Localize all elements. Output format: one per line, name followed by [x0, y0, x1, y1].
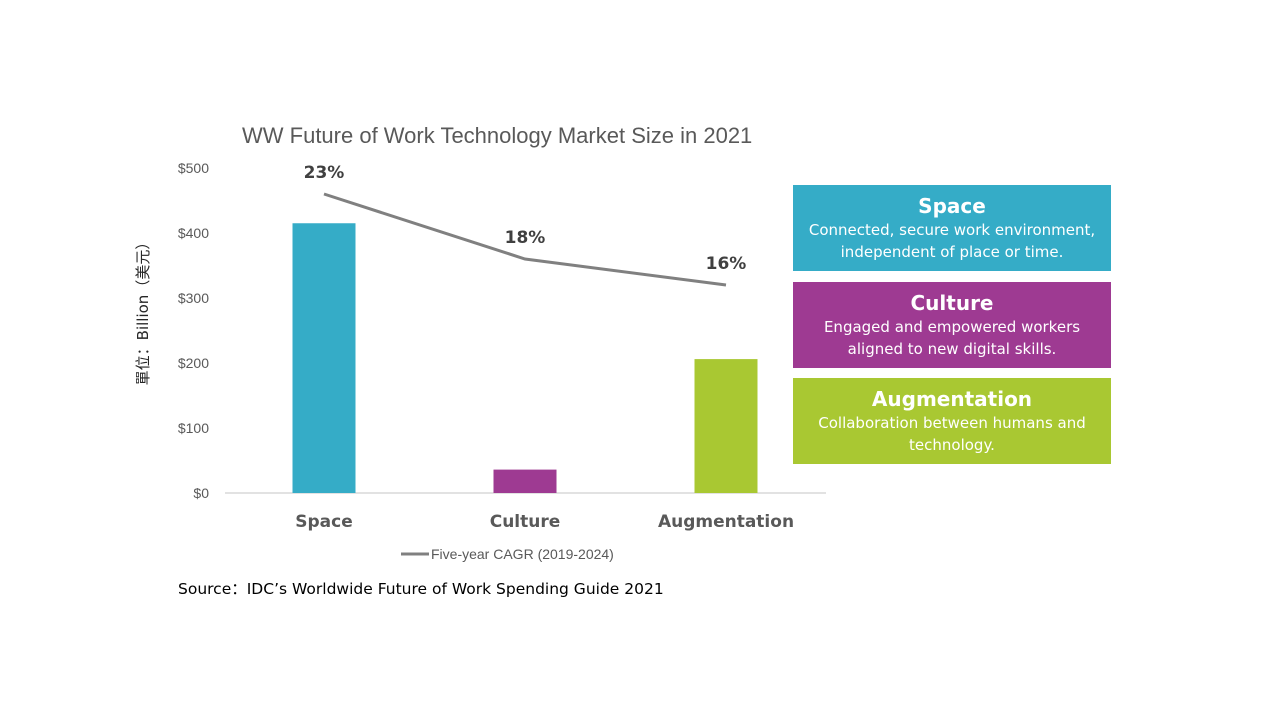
culture-info-box: Culture Engaged and empowered workers al…	[793, 282, 1111, 368]
space-info-box: Space Connected, secure work environment…	[793, 185, 1111, 271]
y-tick-label: $200	[178, 355, 209, 371]
box-description-line: Connected, secure work environment,	[808, 221, 1096, 239]
box-description-line: technology.	[909, 436, 995, 454]
y-axis-ticks: $0 $100 $200 $300 $400 $500	[178, 160, 209, 501]
cagr-data-label: 16%	[706, 254, 747, 274]
box-title: Culture	[910, 291, 994, 315]
bar-augmentation	[694, 359, 758, 493]
y-tick-label: $400	[178, 225, 209, 241]
y-tick-label: $0	[193, 485, 209, 501]
box-description-line: Engaged and empowered workers	[823, 318, 1081, 336]
bars	[292, 223, 758, 493]
y-tick-label: $500	[178, 160, 209, 176]
x-tick-label: Augmentation	[658, 512, 794, 532]
box-title: Augmentation	[871, 387, 1033, 411]
bar-space	[292, 223, 356, 493]
bar-culture	[493, 469, 557, 493]
x-axis-categories: Space Culture Augmentation	[295, 512, 794, 532]
y-tick-label: $100	[178, 420, 209, 436]
augmentation-info-box: Augmentation Collaboration between human…	[793, 378, 1111, 464]
box-title: Space	[918, 194, 986, 218]
box-description-line: aligned to new digital skills.	[847, 340, 1057, 358]
cagr-line	[323, 192, 727, 287]
y-axis-title: 單位：Billion（美元）	[134, 235, 152, 386]
x-tick-label: Space	[295, 512, 353, 532]
x-tick-label: Culture	[490, 512, 561, 532]
cagr-data-label: 23%	[304, 163, 345, 183]
cagr-data-label: 18%	[505, 228, 546, 248]
legend-label: Five-year CAGR (2019-2024)	[431, 546, 614, 562]
box-description-line: independent of place or time.	[840, 243, 1064, 261]
chart-title: WW Future of Work Technology Market Size…	[242, 123, 752, 148]
legend: Five-year CAGR (2019-2024)	[401, 546, 614, 562]
y-tick-label: $300	[178, 290, 209, 306]
cagr-line-series: 23% 18% 16%	[304, 163, 747, 287]
box-description-line: Collaboration between humans and	[818, 414, 1086, 432]
source-note: Source：IDC’s Worldwide Future of Work Sp…	[178, 580, 664, 598]
